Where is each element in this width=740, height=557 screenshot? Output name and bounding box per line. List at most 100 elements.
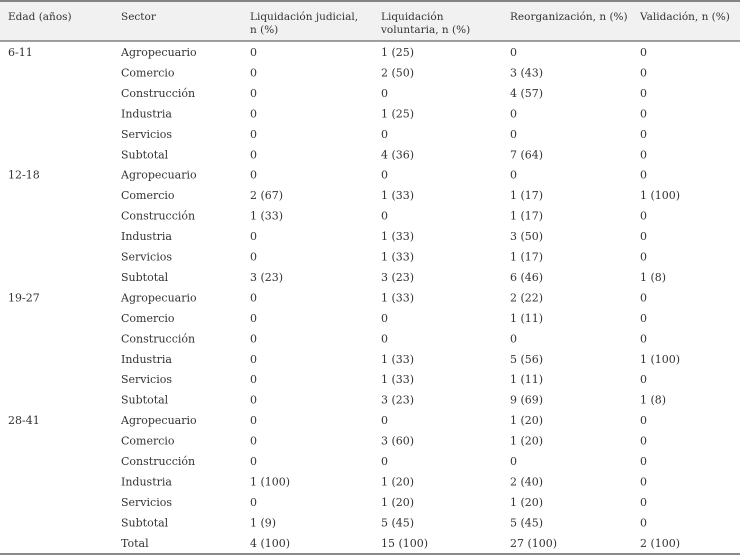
cell: Servicios <box>121 251 172 264</box>
cell: 0 <box>381 128 388 141</box>
header-cell: Reorganización, n (%) <box>510 11 628 23</box>
cell: 2 (22) <box>510 291 543 304</box>
age-group: 19-27 <box>8 291 40 304</box>
cell: 0 <box>381 210 388 223</box>
cell: 0 <box>250 87 257 100</box>
cell: 0 <box>640 496 647 509</box>
cell: 1 (33) <box>381 291 414 304</box>
cell: 4 (36) <box>381 148 414 161</box>
cell: Comercio <box>121 189 175 202</box>
cell: 0 <box>250 312 257 325</box>
cell: 1 (20) <box>381 496 414 509</box>
cell: 0 <box>640 312 647 325</box>
cell: 0 <box>381 455 388 468</box>
cell: 5 (45) <box>381 516 414 529</box>
cell: 1 (20) <box>510 435 543 448</box>
cell: 0 <box>640 230 647 243</box>
cell: 0 <box>640 169 647 182</box>
cell: 0 <box>250 353 257 366</box>
cell: 0 <box>250 107 257 120</box>
cell: 0 <box>250 455 257 468</box>
age-group: 6-11 <box>8 46 33 59</box>
total-cell: 15 (100) <box>381 537 428 550</box>
cell: 0 <box>640 332 647 345</box>
cell: Construcción <box>121 455 195 468</box>
cell: Subtotal <box>121 271 169 284</box>
header-cell: Edad (años) <box>8 11 72 23</box>
cell: Agropecuario <box>120 414 197 427</box>
cell: 1 (8) <box>640 271 666 284</box>
cell: 0 <box>250 251 257 264</box>
cell: 3 (60) <box>381 435 414 448</box>
cell: 0 <box>640 516 647 529</box>
cell: 1 (33) <box>381 230 414 243</box>
cell: 0 <box>640 128 647 141</box>
cell: 0 <box>250 46 257 59</box>
cell: 2 (50) <box>381 66 414 79</box>
cell: 0 <box>250 435 257 448</box>
cell: 0 <box>250 128 257 141</box>
cell: 1 (20) <box>510 414 543 427</box>
cell: 0 <box>640 107 647 120</box>
cell: Servicios <box>121 128 172 141</box>
cell: 0 <box>250 169 257 182</box>
cell: 3 (23) <box>381 271 414 284</box>
cell: 1 (33) <box>381 353 414 366</box>
cell: 3 (23) <box>250 271 283 284</box>
cell: 1 (11) <box>510 373 543 386</box>
cell: Industria <box>121 475 172 488</box>
cell: Agropecuario <box>120 169 197 182</box>
cell: 1 (20) <box>381 475 414 488</box>
cell: Industria <box>121 353 172 366</box>
header-cell: Validación, n (%) <box>639 11 730 23</box>
total-cell: 27 (100) <box>510 537 557 550</box>
cell: 1 (100) <box>250 475 290 488</box>
cell: 0 <box>250 332 257 345</box>
cell: 0 <box>640 251 647 264</box>
total-cell: Total <box>121 537 149 550</box>
cell: 2 (67) <box>250 189 283 202</box>
header-band <box>0 0 740 41</box>
cell: Servicios <box>121 373 172 386</box>
header-cell: Liquidación voluntaria, n (%) <box>380 11 470 36</box>
cell: 1 (17) <box>510 251 543 264</box>
cell: 0 <box>250 414 257 427</box>
total-cell: 4 (100) <box>250 537 290 550</box>
cell: 0 <box>640 435 647 448</box>
cell: 0 <box>510 169 517 182</box>
cell: 1 (25) <box>381 46 414 59</box>
cell: 1 (33) <box>381 373 414 386</box>
cell: Industria <box>121 107 172 120</box>
cell: Construcción <box>121 87 195 100</box>
cell: 0 <box>510 46 517 59</box>
cell: 0 <box>640 148 647 161</box>
cell: 0 <box>510 128 517 141</box>
header-cell: Sector <box>121 11 157 23</box>
cell: 0 <box>640 414 647 427</box>
header-cell: Liquidación judicial, n (%) <box>250 11 358 36</box>
cell: 0 <box>250 394 257 407</box>
cell: 0 <box>250 291 257 304</box>
cell: 0 <box>381 312 388 325</box>
cell: 1 (17) <box>510 189 543 202</box>
cell: 0 <box>640 291 647 304</box>
cell: Agropecuario <box>120 291 197 304</box>
cell: 1 (9) <box>250 516 276 529</box>
total-cell: 2 (100) <box>640 537 680 550</box>
cell: 0 <box>510 107 517 120</box>
cell: 1 (11) <box>510 312 543 325</box>
cell: 0 <box>250 230 257 243</box>
cell: 3 (43) <box>510 66 543 79</box>
cell: 0 <box>640 46 647 59</box>
cell: 5 (56) <box>510 353 543 366</box>
cell: 2 (40) <box>510 475 543 488</box>
cell: Comercio <box>121 312 175 325</box>
cell: 0 <box>510 332 517 345</box>
cell: 1 (33) <box>381 251 414 264</box>
cell: 0 <box>640 373 647 386</box>
cell: 3 (50) <box>510 230 543 243</box>
cell: 0 <box>381 169 388 182</box>
cell: 0 <box>640 87 647 100</box>
cell: 0 <box>510 455 517 468</box>
cell: 1 (8) <box>640 394 666 407</box>
